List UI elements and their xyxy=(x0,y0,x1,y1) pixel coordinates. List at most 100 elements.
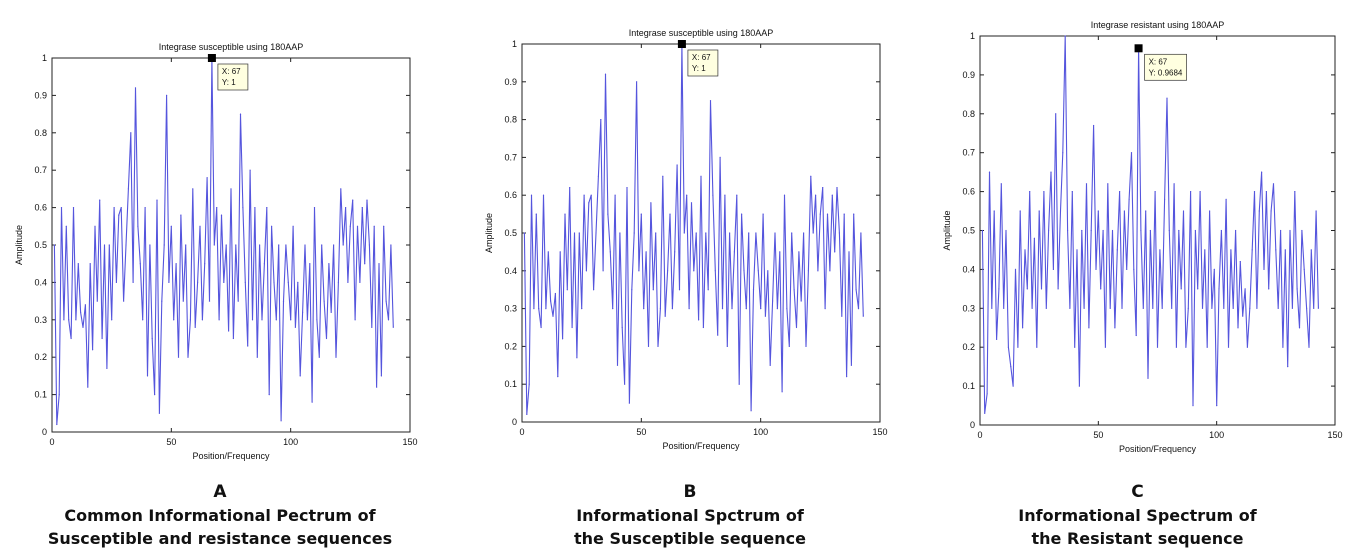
data-point xyxy=(1213,268,1215,270)
data-point xyxy=(547,251,549,253)
data-point xyxy=(1168,229,1170,232)
data-point xyxy=(80,311,82,313)
data-point xyxy=(1249,307,1251,309)
data-point xyxy=(1121,307,1123,309)
data-point xyxy=(1038,210,1040,212)
data-point xyxy=(1036,346,1038,348)
data-point xyxy=(540,326,542,329)
data-point xyxy=(278,244,280,246)
data-point xyxy=(817,270,819,272)
data-point xyxy=(614,194,616,196)
data-point xyxy=(187,356,189,358)
data-point xyxy=(1263,268,1265,270)
data-point xyxy=(177,356,180,358)
data-point xyxy=(294,326,296,328)
data-point xyxy=(857,308,860,310)
data-point xyxy=(1223,307,1225,309)
data-point xyxy=(1182,210,1185,212)
data-point xyxy=(702,326,704,329)
data-point xyxy=(1225,198,1227,200)
data-point xyxy=(559,251,561,253)
data-point xyxy=(597,175,599,177)
data-point xyxy=(108,244,110,246)
data-point xyxy=(981,229,983,232)
data-point xyxy=(390,244,392,246)
data-point xyxy=(1040,288,1043,290)
data-point xyxy=(1282,346,1284,348)
data-point xyxy=(846,376,848,378)
data-points xyxy=(53,57,394,426)
data-point xyxy=(562,338,564,340)
data-point xyxy=(664,315,666,317)
datatip-box xyxy=(217,63,249,91)
data-point xyxy=(752,289,755,291)
data-point xyxy=(1017,346,1019,348)
datatip-marker xyxy=(677,40,686,48)
data-point xyxy=(1119,191,1121,193)
data-point xyxy=(1206,346,1208,348)
data-point xyxy=(1050,171,1052,173)
data-point xyxy=(545,308,547,310)
data-point xyxy=(571,326,573,329)
data-point xyxy=(1076,249,1078,251)
data-point xyxy=(359,281,361,283)
data-point xyxy=(1093,124,1095,127)
data-point xyxy=(309,263,311,265)
data-point xyxy=(239,113,242,115)
data-point xyxy=(1069,307,1071,309)
data-point xyxy=(1175,346,1177,348)
data-point xyxy=(123,300,125,302)
data-point xyxy=(60,207,63,209)
data-point xyxy=(392,326,394,328)
data-point xyxy=(318,356,320,358)
data-point xyxy=(1156,346,1159,348)
data-point xyxy=(626,187,628,189)
data-point xyxy=(1220,229,1222,232)
data-point xyxy=(1109,307,1111,309)
x-axis-label: Position/Frequency xyxy=(192,451,270,461)
data-point xyxy=(325,337,328,340)
data-point xyxy=(378,263,380,265)
data-point xyxy=(662,175,664,177)
data-point xyxy=(1164,198,1166,200)
data-point xyxy=(342,244,344,246)
data-point xyxy=(180,214,182,216)
y-tick-label: 0.1 xyxy=(34,390,47,400)
data-point xyxy=(686,194,688,196)
data-point xyxy=(1026,288,1028,290)
data-point xyxy=(1315,210,1317,212)
figure-panel-a: Integrase susceptible using 180AAP 0 0.1 0.… xyxy=(0,0,440,558)
data-point xyxy=(1057,288,1059,290)
data-point xyxy=(800,300,802,302)
data-point xyxy=(106,367,108,369)
data-point xyxy=(68,319,70,321)
data-point xyxy=(304,244,306,246)
data-point xyxy=(1289,229,1291,232)
data-point xyxy=(1000,183,1002,185)
data-point xyxy=(748,232,750,234)
y-tick-label: 0.4 xyxy=(504,266,517,276)
data-point xyxy=(996,338,998,340)
data-point xyxy=(208,300,211,302)
data-point xyxy=(192,188,194,190)
data-point xyxy=(1111,229,1114,232)
chart-title: Integrase susceptible using 180AAP xyxy=(629,28,774,38)
data-point xyxy=(263,263,265,265)
data-point xyxy=(1173,183,1175,185)
y-tick-label: 0.7 xyxy=(34,165,47,175)
data-point xyxy=(201,319,203,321)
data-point xyxy=(1258,210,1260,212)
data-point xyxy=(1097,210,1099,212)
data-point xyxy=(655,232,657,234)
data-point xyxy=(647,345,650,347)
data-point xyxy=(798,251,800,253)
data-point xyxy=(993,210,995,212)
caption-line: Susceptible and resistance sequences xyxy=(47,529,393,548)
data-point xyxy=(533,308,535,310)
data-point xyxy=(552,315,554,317)
caption-line: Common Informational Pectrum of xyxy=(64,506,376,525)
data-point xyxy=(364,263,366,265)
data-point xyxy=(535,213,537,215)
data-point xyxy=(564,213,566,215)
data-point xyxy=(151,337,153,340)
